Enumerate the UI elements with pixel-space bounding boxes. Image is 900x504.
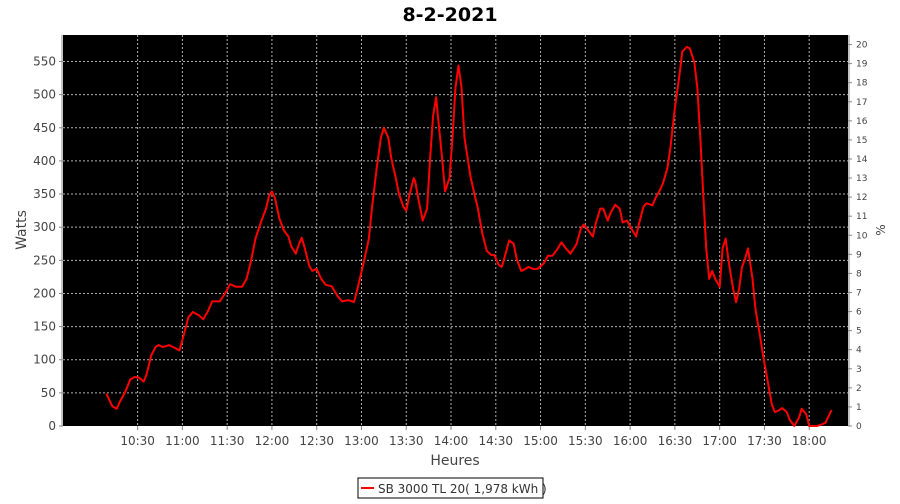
x-tick-label: 14:00 xyxy=(434,434,469,448)
y2-tick-label: 19 xyxy=(856,60,868,70)
y2-tick-label: 20 xyxy=(856,41,868,51)
y2-tick-label: 16 xyxy=(856,117,868,127)
y2-tick-label: 4 xyxy=(856,346,862,356)
y2-tick-label: 6 xyxy=(856,308,862,318)
x-tick-label: 10:30 xyxy=(120,434,155,448)
y2-tick-label: 8 xyxy=(856,269,862,279)
legend: SB 3000 TL 20( 1,978 kWh ) xyxy=(357,477,547,499)
x-tick-label: 11:00 xyxy=(165,434,200,448)
y-tick-label: 400 xyxy=(33,154,56,168)
x-tick-label: 11:30 xyxy=(210,434,245,448)
y-tick-label: 450 xyxy=(33,121,56,135)
x-tick-label: 15:00 xyxy=(523,434,558,448)
x-tick-label: 14:30 xyxy=(478,434,513,448)
y-tick-label: 300 xyxy=(33,220,56,234)
y2-tick-label: 12 xyxy=(856,193,867,203)
y2-tick-label: 1 xyxy=(856,403,862,413)
x-tick-label: 17:00 xyxy=(702,434,737,448)
y2-tick-label: 9 xyxy=(856,250,862,260)
y2-tick-label: 13 xyxy=(856,174,867,184)
y-tick-label: 200 xyxy=(33,286,56,300)
x-tick-label: 13:30 xyxy=(389,434,424,448)
x-tick-label: 18:00 xyxy=(792,434,827,448)
y-tick-label: 250 xyxy=(33,253,56,267)
y-tick-label: 150 xyxy=(33,320,56,334)
y-tick-label: 500 xyxy=(33,88,56,102)
y-tick-label: 0 xyxy=(48,419,56,433)
y2-tick-label: 7 xyxy=(856,288,862,298)
x-tick-label: 17:30 xyxy=(747,434,782,448)
y-tick-label: 350 xyxy=(33,187,56,201)
x-tick-label: 16:00 xyxy=(613,434,648,448)
y2-tick-label: 15 xyxy=(856,136,867,146)
y2-axis-label: % xyxy=(874,224,888,235)
series-line xyxy=(105,45,833,427)
chart-title: 8-2-2021 xyxy=(402,4,497,26)
y2-tick-label: 3 xyxy=(856,365,862,375)
y2-tick-label: 11 xyxy=(856,212,867,222)
y2-tick-label: 2 xyxy=(856,384,862,394)
y-tick-label: 100 xyxy=(33,353,56,367)
y-axis-label: Watts xyxy=(14,210,30,250)
x-tick-label: 15:30 xyxy=(568,434,603,448)
y-tick-label: 50 xyxy=(41,386,56,400)
y-tick-label: 550 xyxy=(33,55,56,69)
legend-label: SB 3000 TL 20( 1,978 kWh ) xyxy=(378,482,547,496)
x-tick-label: 12:00 xyxy=(255,434,290,448)
x-tick-label: 16:30 xyxy=(658,434,693,448)
y2-tick-label: 17 xyxy=(856,98,867,108)
y2-tick-label: 18 xyxy=(856,79,868,89)
y2-tick-label: 10 xyxy=(856,231,868,241)
y2-tick-label: 14 xyxy=(856,155,868,165)
x-tick-label: 13:00 xyxy=(344,434,379,448)
x-axis-label: Heures xyxy=(430,453,479,469)
y2-tick-label: 5 xyxy=(856,327,862,337)
x-tick-label: 12:30 xyxy=(299,434,334,448)
y2-tick-label: 0 xyxy=(856,422,862,432)
